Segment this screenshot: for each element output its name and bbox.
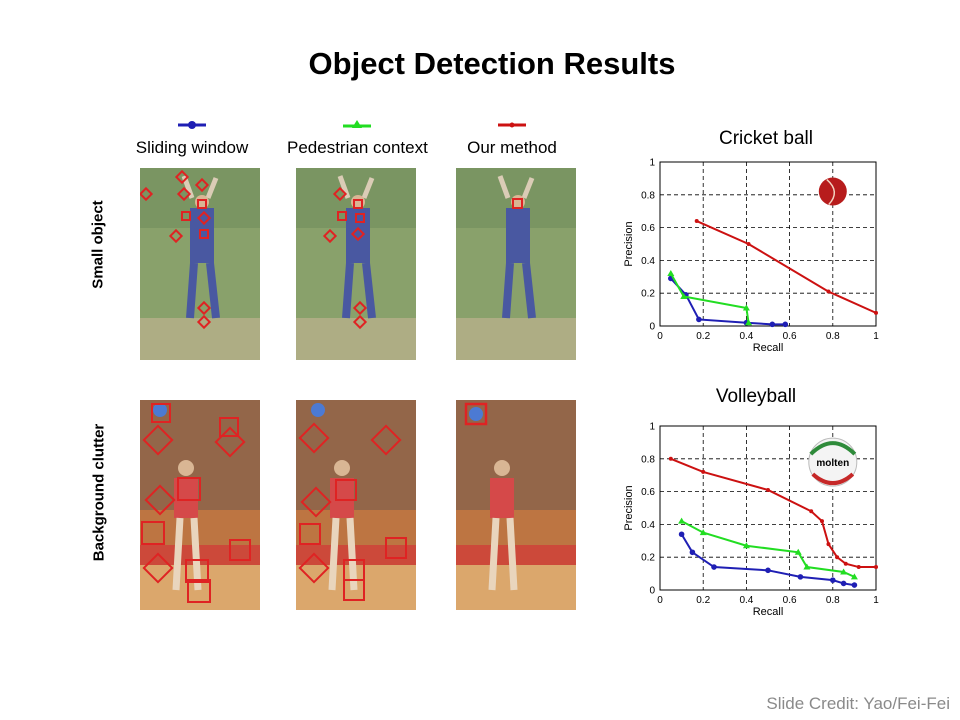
data-point-pedestrian-context bbox=[850, 573, 858, 580]
data-point-our-method bbox=[874, 565, 878, 570]
series-line-our-method bbox=[696, 220, 877, 314]
page-title: Object Detection Results bbox=[308, 46, 676, 81]
data-point-sliding-window bbox=[678, 531, 685, 538]
volleyball-body bbox=[808, 437, 858, 487]
volleyball-green-stripe bbox=[809, 441, 857, 456]
data-point-pedestrian-context bbox=[699, 529, 707, 536]
x-tick-label: 0.2 bbox=[696, 331, 710, 342]
data-point-pedestrian-context bbox=[794, 548, 802, 555]
x-axis-label: Recall bbox=[753, 606, 784, 618]
data-point-sliding-window bbox=[765, 567, 771, 574]
legend-our-method: Our method bbox=[442, 118, 582, 158]
cricket-ball-body bbox=[818, 177, 847, 206]
data-point-our-method bbox=[746, 242, 751, 246]
data-point-our-method bbox=[835, 555, 840, 560]
data-point-our-method bbox=[809, 509, 814, 514]
data-point-pedestrian-context bbox=[840, 568, 848, 575]
data-point-sliding-window bbox=[851, 582, 858, 588]
data-point-sliding-window bbox=[696, 316, 702, 323]
x-tick-label: 0.4 bbox=[739, 595, 753, 606]
legend-sliding-window: Sliding window bbox=[122, 118, 262, 158]
y-tick-label: 0.6 bbox=[641, 223, 655, 234]
legend-pedestrian-context-icon bbox=[343, 120, 371, 128]
cricket-photo-pedestrian-context bbox=[296, 168, 416, 360]
data-point-pedestrian-context bbox=[667, 270, 675, 277]
legend-our-method-icon bbox=[498, 122, 526, 128]
y-axis-label: Precision bbox=[623, 221, 635, 266]
volleyball-brand-text: molten bbox=[816, 458, 849, 469]
legend-label: Sliding window bbox=[135, 138, 249, 157]
y-tick-label: 0.8 bbox=[641, 454, 655, 465]
data-point-sliding-window bbox=[782, 321, 789, 328]
x-tick-label: 0.8 bbox=[826, 595, 840, 606]
x-tick-label: 0.6 bbox=[783, 595, 797, 606]
data-point-pedestrian-context bbox=[680, 292, 688, 299]
data-point-our-method bbox=[826, 542, 831, 547]
x-tick-label: 1 bbox=[873, 331, 879, 342]
data-point-our-method bbox=[668, 456, 673, 461]
y-tick-label: 0.6 bbox=[641, 487, 655, 498]
y-tick-label: 0.2 bbox=[641, 289, 655, 300]
data-point-our-method bbox=[826, 289, 831, 294]
data-point-pedestrian-context bbox=[742, 304, 750, 311]
data-point-our-method bbox=[701, 469, 706, 474]
cricket-ball-seam bbox=[826, 178, 836, 206]
volleyball-photo-our-method bbox=[456, 400, 576, 610]
data-point-sliding-window bbox=[840, 580, 847, 587]
plot-area bbox=[659, 161, 877, 327]
x-tick-label: 0.6 bbox=[783, 331, 797, 342]
data-point-pedestrian-context bbox=[742, 542, 750, 549]
legend-label: Our method bbox=[467, 138, 557, 157]
y-tick-label: 0 bbox=[649, 322, 655, 333]
cricket-ball-icon bbox=[818, 177, 847, 206]
row-label-background-clutter: Background clutter bbox=[90, 423, 108, 562]
y-tick-label: 0.4 bbox=[641, 520, 655, 531]
chart-title-cricket-ball: Cricket ball bbox=[719, 128, 813, 149]
pr-chart-cricket-ball: 0 0.2 0.4 0.6 0.8 1 0 0.2 0.4 0.6 0.8 1 Recall Precis… bbox=[623, 158, 879, 355]
x-tick-label: 0 bbox=[657, 595, 663, 606]
slide-credit: Slide Credit: Yao/Fei-Fei bbox=[766, 694, 950, 713]
x-tick-label: 0.8 bbox=[826, 331, 840, 342]
y-tick-label: 0.8 bbox=[641, 190, 655, 201]
y-tick-label: 1 bbox=[649, 158, 655, 169]
volleyball-red-stripe bbox=[811, 472, 855, 486]
legend-sliding-window-icon bbox=[178, 121, 206, 129]
series-line-our-method bbox=[670, 457, 876, 569]
row-label-small-object: Small object bbox=[89, 200, 107, 289]
x-tick-label: 0.4 bbox=[739, 331, 753, 342]
data-point-sliding-window bbox=[797, 574, 804, 580]
data-point-sliding-window bbox=[769, 321, 776, 328]
y-tick-label: 0 bbox=[649, 586, 655, 597]
x-tick-label: 0.2 bbox=[696, 595, 710, 606]
data-point-our-method bbox=[820, 519, 824, 524]
cricket-photo-sliding-window bbox=[140, 168, 260, 360]
data-point-sliding-window bbox=[689, 549, 696, 556]
series-line-pedestrian-context bbox=[669, 273, 750, 323]
x-tick-label: 0 bbox=[657, 331, 663, 342]
x-tick-label: 1 bbox=[873, 595, 879, 606]
data-point-our-method bbox=[856, 565, 861, 570]
data-point-pedestrian-context bbox=[803, 563, 811, 570]
x-axis-label: Recall bbox=[753, 342, 784, 354]
data-point-our-method bbox=[694, 219, 699, 224]
cricket-photo-our-method bbox=[456, 168, 576, 360]
y-tick-label: 0.4 bbox=[641, 256, 655, 267]
volleyball-icon: molten bbox=[808, 437, 858, 487]
y-axis-label: Precision bbox=[623, 485, 635, 530]
chart-title-volleyball: Volleyball bbox=[715, 386, 797, 407]
data-point-our-method bbox=[766, 487, 770, 492]
data-point-pedestrian-context bbox=[745, 319, 753, 326]
legend-pedestrian-context: Pedestrian context bbox=[287, 118, 428, 158]
data-point-our-method bbox=[874, 310, 878, 315]
data-point-sliding-window bbox=[830, 577, 836, 583]
volleyball-photo-sliding-window bbox=[140, 400, 260, 610]
y-tick-label: 1 bbox=[649, 422, 655, 433]
data-point-sliding-window bbox=[711, 564, 717, 570]
legend-label: Pedestrian context bbox=[287, 138, 428, 157]
volleyball-photo-pedestrian-context bbox=[296, 400, 416, 610]
data-point-our-method bbox=[843, 561, 848, 566]
pr-chart-volleyball: 0 0.2 0.4 0.6 0.8 1 0 0.2 0.4 0.6 0.8 1 Recall Precis… bbox=[623, 422, 879, 619]
y-tick-label: 0.2 bbox=[641, 553, 655, 564]
data-point-pedestrian-context bbox=[678, 517, 686, 524]
